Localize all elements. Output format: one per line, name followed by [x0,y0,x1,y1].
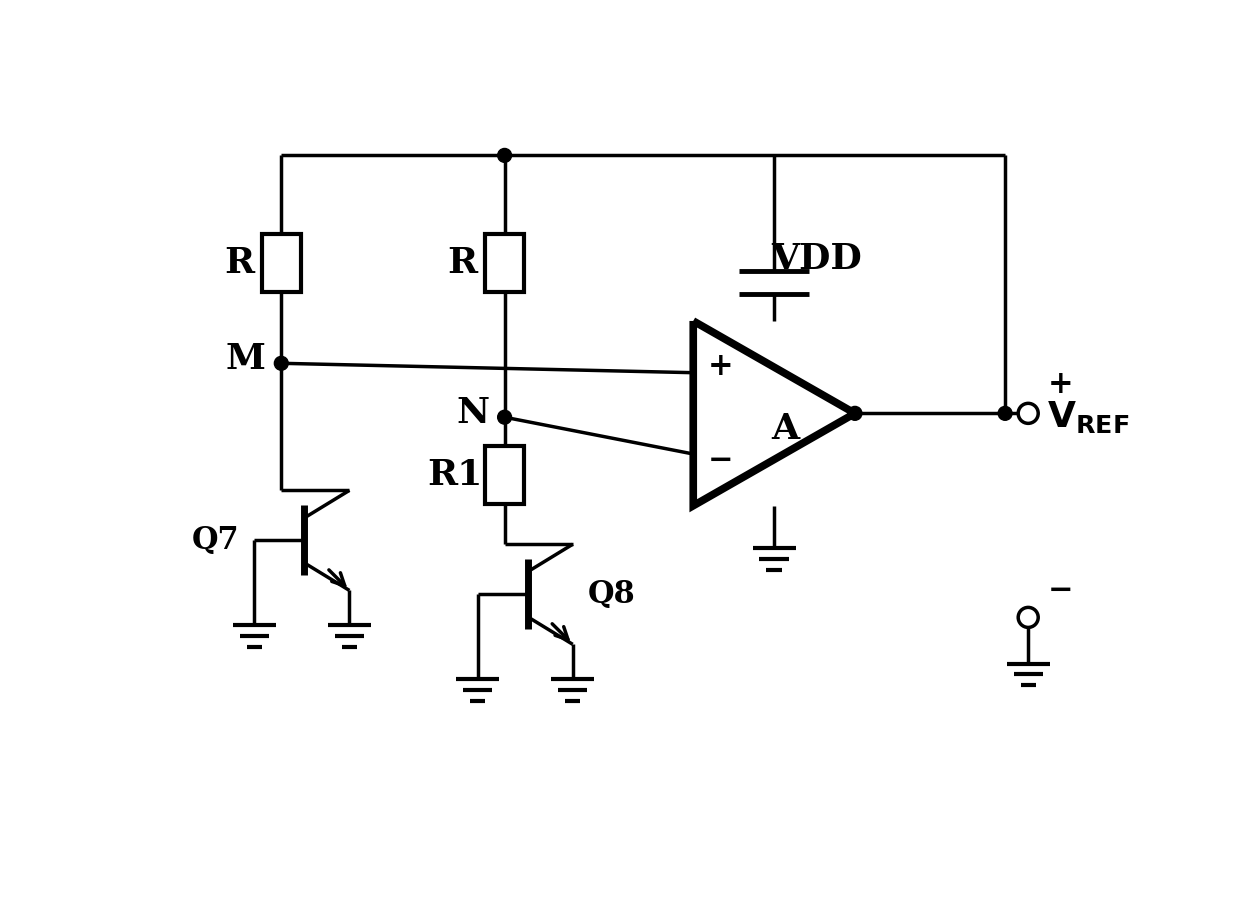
Text: R1: R1 [427,458,482,492]
Circle shape [497,148,512,162]
Circle shape [848,407,862,420]
Text: −: − [708,445,733,476]
Text: R: R [224,247,254,280]
Circle shape [998,407,1012,420]
Text: Q8: Q8 [588,579,636,610]
Text: +: + [1048,369,1073,399]
Text: Q7: Q7 [192,525,239,556]
Text: $\mathbf{V_{REF}}$: $\mathbf{V_{REF}}$ [1048,399,1130,435]
Bar [485,446,523,504]
Bar [485,235,523,292]
Circle shape [497,410,512,424]
Text: N: N [456,397,490,430]
Text: −: − [1048,575,1073,606]
Text: M: M [226,342,265,377]
Text: +: + [707,351,733,382]
Text: A: A [771,411,800,446]
Text: VDD: VDD [771,242,862,277]
Bar [262,235,300,292]
Text: R: R [448,247,477,280]
Circle shape [274,357,288,370]
